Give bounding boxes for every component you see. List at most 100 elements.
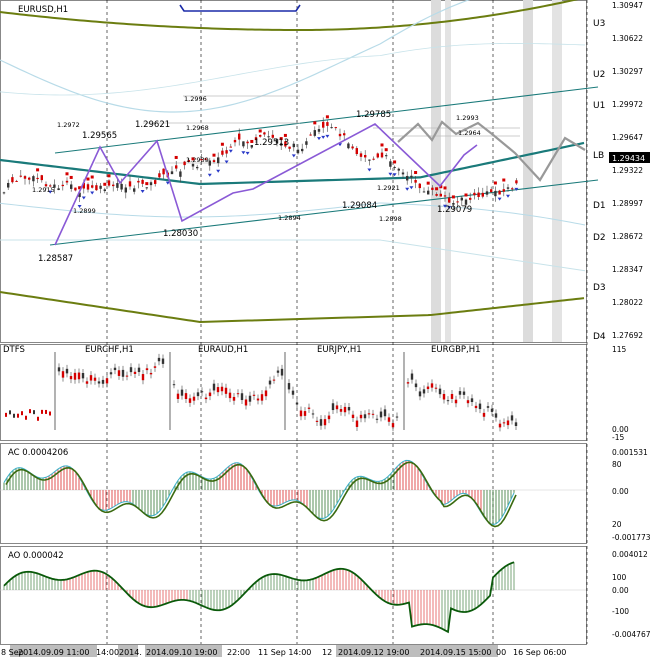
svg-text:2014.09.12 19:00: 2014.09.12 19:00	[338, 648, 409, 657]
candle-body	[57, 188, 60, 191]
candle-body	[196, 166, 199, 169]
mini-candle	[280, 368, 284, 376]
mini-candle	[387, 417, 391, 422]
svg-text:2014.09.15 15:00: 2014.09.15 15:00	[420, 648, 491, 657]
candle-body	[162, 168, 165, 175]
candle-body	[485, 191, 489, 195]
candle-body	[364, 154, 367, 158]
candle-body	[301, 148, 304, 152]
candle-body	[78, 192, 81, 198]
fractal-down	[90, 191, 95, 195]
svg-text:U3: U3	[593, 19, 605, 29]
mini-candle	[498, 423, 502, 428]
candle-body	[91, 185, 94, 188]
fractal-up	[103, 182, 107, 186]
candle-body	[61, 184, 64, 187]
mini-candle	[430, 383, 434, 388]
candle-body	[456, 201, 459, 203]
mini-candle	[462, 391, 466, 395]
mini-candle	[216, 387, 220, 393]
candle-body	[267, 136, 270, 138]
mini-candle	[418, 391, 422, 397]
fractal-up	[90, 175, 94, 179]
mini-candle	[268, 380, 272, 385]
fractal-up	[464, 193, 468, 197]
mini-candle	[363, 414, 367, 419]
mini-candle	[272, 379, 276, 381]
candle-body	[183, 161, 186, 166]
candle-body	[376, 153, 379, 158]
mini-candle	[470, 398, 474, 403]
svg-text:2014.: 2014.	[119, 648, 142, 657]
mini-candle	[252, 394, 256, 396]
svg-text:0.00: 0.00	[612, 487, 629, 496]
candle-body	[389, 161, 392, 167]
mini-candle	[454, 399, 458, 404]
svg-text:1.29647: 1.29647	[612, 133, 643, 142]
mini-candle	[21, 411, 23, 416]
ac-title: AC 0.0004206	[8, 448, 68, 458]
svg-text:1.29322: 1.29322	[612, 166, 643, 175]
svg-text:1.27692: 1.27692	[612, 331, 643, 340]
fractal-down	[497, 197, 502, 201]
candle-body	[128, 181, 132, 187]
candle-body	[107, 180, 111, 186]
mini-candle	[180, 389, 184, 396]
candle-body	[284, 141, 287, 147]
mini-candle	[25, 415, 27, 420]
fractal-down	[207, 173, 212, 177]
mini-candle	[157, 357, 161, 362]
mini-candle	[510, 415, 514, 421]
candle-body	[86, 184, 90, 190]
mini-candle	[29, 409, 31, 414]
svg-text:2014.09.10 19:00: 2014.09.10 19:00	[146, 648, 217, 657]
candle-body	[343, 133, 346, 136]
thin-band	[0, 0, 471, 113]
mini-candle	[121, 369, 125, 377]
candle-body	[250, 145, 253, 148]
main-price-chart	[0, 0, 599, 324]
candle-body	[431, 187, 434, 190]
mini-candle	[232, 396, 236, 401]
price-tag: 1.29621	[135, 120, 170, 130]
svg-text:-100: -100	[612, 607, 629, 616]
price-tag: 1.29785	[356, 110, 391, 120]
candle-body	[435, 194, 438, 196]
fractal-down	[514, 187, 519, 191]
candle-body	[149, 182, 153, 186]
ao-line	[3, 561, 515, 634]
fractal-up	[78, 186, 82, 190]
candle-body	[401, 172, 405, 175]
fractal-up	[313, 121, 317, 125]
candle-body	[200, 159, 203, 161]
candle-body	[309, 134, 312, 136]
fractal-up	[69, 175, 73, 179]
current-price-tag: 1.29434	[609, 152, 650, 163]
svg-text:1.28997: 1.28997	[612, 199, 643, 208]
mini-candle	[450, 393, 454, 399]
forecast-path	[397, 120, 586, 182]
mini-candle	[355, 420, 359, 427]
candle-body	[141, 179, 144, 184]
svg-text:12: 12	[322, 648, 332, 657]
fractal-up	[380, 143, 384, 147]
candle-body	[393, 166, 396, 168]
mini-candle	[97, 381, 101, 384]
price-tag: 1.2996	[184, 95, 207, 103]
candle-body	[498, 190, 501, 195]
candle-body	[473, 192, 476, 196]
mini-candle	[339, 409, 343, 412]
svg-text:20: 20	[612, 520, 622, 529]
mini-candle	[438, 388, 442, 395]
fractal-down	[321, 135, 326, 139]
mini-candle	[172, 384, 176, 386]
mini-candle	[375, 418, 379, 420]
time-axis: 8 Sep 2014.09.09 11:00 14:00 2014. 2014.…	[1, 645, 566, 657]
fractal-down	[409, 186, 414, 190]
svg-text:1.28022: 1.28022	[612, 298, 643, 307]
mini-candle	[113, 367, 117, 371]
candle-body	[334, 127, 337, 129]
candle-body	[187, 160, 190, 162]
mini-candle	[303, 411, 307, 416]
svg-text:00: 00	[496, 648, 506, 657]
